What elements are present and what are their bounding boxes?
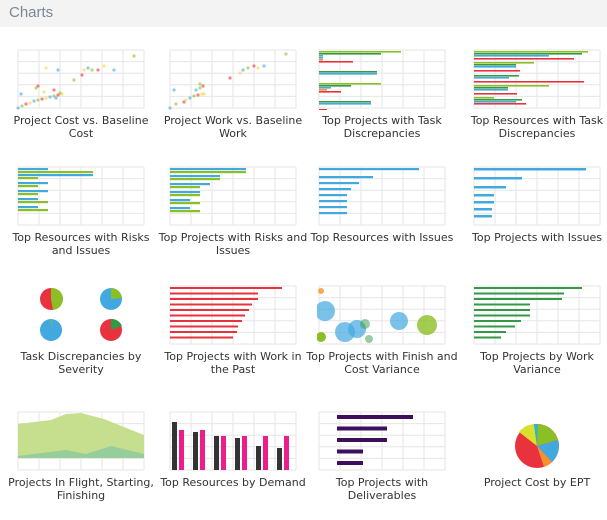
chart-thumbnail[interactable] xyxy=(472,48,602,110)
chart-thumbnail[interactable] xyxy=(16,165,146,227)
chart-thumbnail[interactable] xyxy=(168,284,298,346)
chart-tile-label: Project Work vs. Baseline Work xyxy=(163,114,303,140)
chart-tile-project-cost-by-ept[interactable]: Project Cost by EPT xyxy=(461,402,607,520)
chart-thumbnail[interactable] xyxy=(472,165,602,227)
chart-tile-project-cost-vs-baseline-cost[interactable]: Project Cost vs. Baseline Cost xyxy=(5,40,157,158)
chart-tile-top-projects-with-finish-and-cost-variance[interactable]: Top Projects with Finish and Cost Varian… xyxy=(306,276,458,394)
chart-tile-top-resources-with-risks-and-issues[interactable]: Top Resources with Risks and Issues xyxy=(5,157,157,275)
chart-tile-top-resources-with-task-discrepancies[interactable]: Top Resources with Task Discrepancies xyxy=(461,40,607,158)
chart-tile-project-work-vs-baseline-work[interactable]: Project Work vs. Baseline Work xyxy=(157,40,309,158)
chart-tile-top-projects-with-risks-and-issues[interactable]: Top Projects with Risks and Issues xyxy=(157,157,309,275)
chart-tile-label: Project Cost vs. Baseline Cost xyxy=(13,114,149,140)
chart-thumbnail[interactable] xyxy=(317,48,447,110)
chart-tile-label: Top Resources with Task Discrepancies xyxy=(470,114,604,140)
chart-tile-label: Top Resources with Risks and Issues xyxy=(12,231,150,257)
chart-tile-label: Top Resources by Demand xyxy=(160,476,306,489)
chart-thumbnail[interactable] xyxy=(16,410,146,472)
chart-tile-label: Project Cost by EPT xyxy=(483,476,591,489)
chart-thumbnail[interactable] xyxy=(168,165,298,227)
chart-tile-top-resources-by-demand[interactable]: Top Resources by Demand xyxy=(157,402,309,520)
chart-thumbnail[interactable] xyxy=(472,284,602,346)
chart-tile-label: Projects In Flight, Starting, Finishing xyxy=(8,476,154,502)
chart-tile-label: Top Projects with Issues xyxy=(472,231,602,244)
chart-tile-label: Task Discrepancies by Severity xyxy=(20,350,142,376)
chart-tile-label: Top Projects by Work Variance xyxy=(480,350,594,376)
chart-thumbnail[interactable] xyxy=(168,48,298,110)
chart-tile-label: Top Projects with Task Discrepancies xyxy=(322,114,442,140)
page-title: Charts xyxy=(9,4,54,21)
chart-tile-top-projects-by-work-variance[interactable]: Top Projects by Work Variance xyxy=(461,276,607,394)
chart-thumbnail[interactable] xyxy=(472,410,602,472)
chart-tile-label: Top Projects with Deliverables xyxy=(335,476,429,502)
chart-tile-label: Top Projects with Work in the Past xyxy=(164,350,302,376)
chart-tile-top-projects-with-work-in-the-past[interactable]: Top Projects with Work in the Past xyxy=(157,276,309,394)
chart-thumbnail[interactable] xyxy=(168,410,298,472)
chart-tile-top-resources-with-issues[interactable]: Top Resources with Issues xyxy=(306,157,458,275)
chart-tile-label: Top Projects with Risks and Issues xyxy=(158,231,308,257)
chart-tile-top-projects-with-issues[interactable]: Top Projects with Issues xyxy=(461,157,607,275)
chart-tile-label: Top Projects with Finish and Cost Varian… xyxy=(306,350,458,376)
chart-thumbnail[interactable] xyxy=(16,48,146,110)
chart-tile-label: Top Resources with Issues xyxy=(310,231,454,244)
chart-tile-task-discrepancies-by-severity[interactable]: Task Discrepancies by Severity xyxy=(5,276,157,394)
chart-tile-top-projects-with-deliverables[interactable]: Top Projects with Deliverables xyxy=(306,402,458,520)
chart-tile-projects-in-flight-starting-finishing[interactable]: Projects In Flight, Starting, Finishing xyxy=(5,402,157,520)
chart-thumbnail[interactable] xyxy=(317,410,447,472)
chart-thumbnail[interactable] xyxy=(16,284,146,346)
page-header: Charts xyxy=(0,0,607,27)
chart-thumbnail[interactable] xyxy=(317,165,447,227)
chart-tile-top-projects-with-task-discrepancies[interactable]: Top Projects with Task Discrepancies xyxy=(306,40,458,158)
chart-thumbnail[interactable] xyxy=(317,284,447,346)
